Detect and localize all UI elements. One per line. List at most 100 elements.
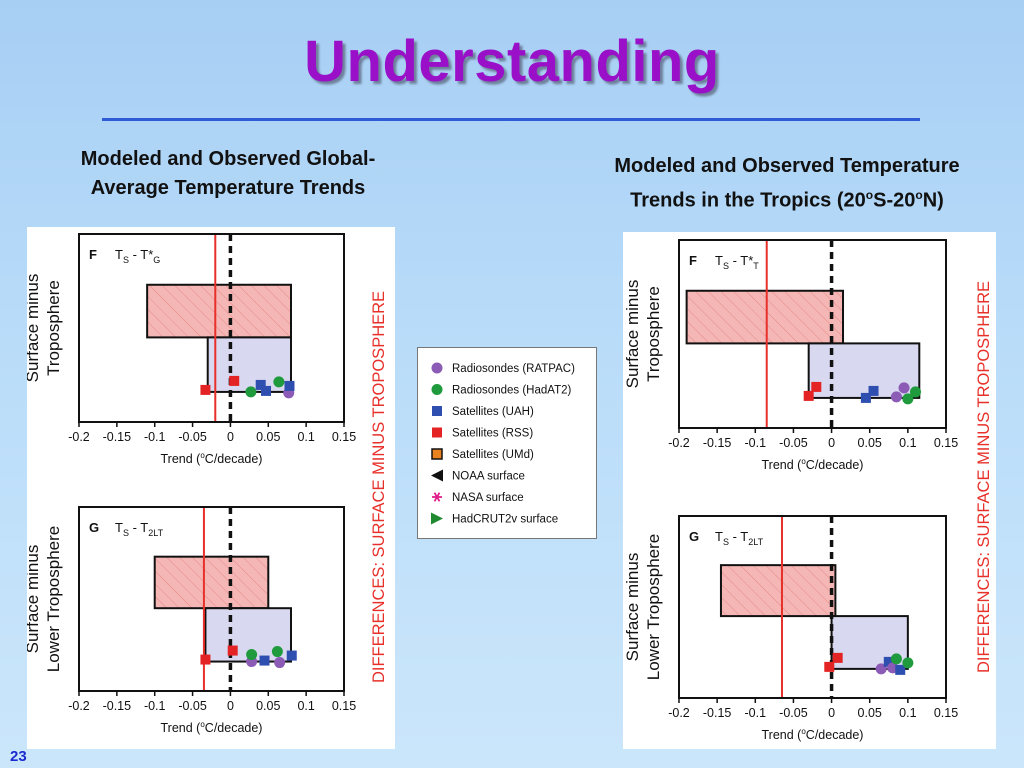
global-f-point-uah bbox=[261, 385, 272, 396]
global-g-point-rss bbox=[227, 645, 238, 656]
global-g-x-axis-label-sup: o bbox=[200, 720, 205, 729]
subtitle-global-line1: Modeled and Observed Global- bbox=[80, 148, 376, 170]
global-g-y-axis-label-line1: Surface minus bbox=[27, 545, 42, 654]
global-g-panel-title-sub2: 2LT bbox=[148, 528, 163, 538]
tropics-g-panel: -0.2 -0.15 -0.1 -0.05 0 0.05 0.1 0.15 Trend (oC/… bbox=[623, 515, 958, 742]
global-f-x-tick-label: -0.05 bbox=[178, 430, 207, 444]
global-f-panel-title-mid: - T* bbox=[129, 247, 153, 262]
tropics-f-x-tick-label: 0.1 bbox=[899, 436, 916, 450]
global-g-plot-frame bbox=[78, 506, 345, 692]
tropics-g-panel-title-mid: - T bbox=[729, 529, 748, 544]
global-f-x-tick-label: -0.2 bbox=[68, 430, 90, 444]
global-f-point-uah bbox=[255, 379, 266, 390]
global-f-x-tick-label: 0 bbox=[227, 430, 234, 444]
legend-item-2-marker bbox=[432, 406, 442, 416]
tropics-side-label: DIFFERENCES: SURFACE MINUS TROPOSPHERE bbox=[975, 281, 993, 673]
subtitle-tropics-text-c: N) bbox=[922, 189, 944, 212]
tropics-g-point-uah bbox=[895, 664, 906, 675]
tropics-f-panel-title: TS - T*T bbox=[715, 253, 759, 271]
legend-item-0-marker bbox=[431, 362, 443, 374]
tropics-g-plot-frame bbox=[678, 515, 947, 699]
tropics-f-panel-title-mid: - T* bbox=[729, 253, 753, 268]
tropics-f-panel-title-sub2: T bbox=[753, 261, 759, 271]
global-side-label-group: DIFFERENCES: SURFACE MINUS TROPOSPHERE bbox=[370, 291, 388, 683]
legend-item-2-label: Satellites (UAH) bbox=[452, 406, 534, 418]
tropics-f-x-tick-label: -0.05 bbox=[779, 436, 808, 450]
tropics-f-model-range-box bbox=[685, 289, 845, 345]
tropics-g-model-range-box bbox=[719, 564, 837, 618]
global-f-panel-letter: F bbox=[89, 247, 97, 262]
global-f-panel: -0.2 -0.15 -0.1 -0.05 0 0.05 0.1 0.15 Trend (oC/… bbox=[23, 233, 356, 466]
global-g-panel-title: TS - T2LT bbox=[115, 520, 164, 538]
tropics-g-x-tick-label: 0.1 bbox=[899, 706, 916, 720]
global-g-point-uah bbox=[286, 650, 297, 661]
tropics-f-x-axis-label-b: C/decade) bbox=[806, 458, 864, 472]
tropics-f-y-axis-label-line1: Surface minus bbox=[623, 280, 642, 389]
global-f-point-rss bbox=[200, 384, 211, 395]
global-g-x-tick-label: -0.1 bbox=[144, 699, 166, 713]
global-g-point-ratpac bbox=[274, 657, 286, 669]
global-f-panel-title-main: T bbox=[115, 247, 123, 262]
legend-item-4-label: Satellites (UMd) bbox=[452, 449, 534, 461]
tropics-g-panel-letter: G bbox=[689, 529, 699, 544]
legend-item-3-marker bbox=[432, 427, 442, 438]
legend-item-7: HadCRUT2v surface bbox=[431, 512, 558, 526]
tropics-g-y-axis-label-line1: Surface minus bbox=[623, 553, 642, 662]
subtitle-global: Modeled and Observed Global- Average Tem… bbox=[18, 145, 438, 203]
tropics-f-point-ratpac bbox=[890, 391, 902, 403]
global-g-point-hadat2 bbox=[271, 646, 283, 658]
tropics-g-x-axis-label-a: Trend ( bbox=[762, 728, 803, 742]
tropics-f-x-tick-label: 0.05 bbox=[858, 436, 882, 450]
global-g-point-hadat2 bbox=[246, 649, 258, 661]
global-g-x-tick-label: 0.1 bbox=[297, 699, 314, 713]
global-g-y-axis-label-line2: Lower Troposphere bbox=[44, 526, 63, 672]
global-f-x-tick-label: 0.1 bbox=[297, 430, 314, 444]
tropics-f-point-rss bbox=[811, 381, 822, 392]
global-f-model-range-box bbox=[146, 283, 293, 339]
global-f-y-axis-label: Surface minus Troposphere bbox=[23, 274, 63, 383]
tropics-g-x-axis-label-sup: o bbox=[801, 727, 806, 736]
global-g-x-tick-label: 0.15 bbox=[332, 699, 356, 713]
legend-item-6-marker bbox=[433, 492, 441, 502]
legend-item-7-label: HadCRUT2v surface bbox=[452, 514, 558, 526]
tropics-g-x-tick-label: 0.15 bbox=[934, 706, 958, 720]
legend: Radiosondes (RATPAC) Radiosondes (HadAT2)… bbox=[417, 347, 597, 539]
global-g-x-axis-label-b: C/decade) bbox=[205, 721, 263, 735]
tropics-f-point-uah bbox=[860, 392, 871, 403]
tropics-f-x-tick-label: 0 bbox=[828, 436, 835, 450]
tropics-g-panel-title-sub1: S bbox=[723, 537, 729, 547]
tropics-g-x-axis-label-b: C/decade) bbox=[806, 728, 864, 742]
legend-item-6-label: NASA surface bbox=[452, 492, 524, 504]
global-f-x-tick-label: -0.15 bbox=[103, 430, 132, 444]
tropics-f-x-tick-label: -0.1 bbox=[745, 436, 767, 450]
degree-symbol-1: o bbox=[865, 188, 874, 202]
tropics-g-point-hadat2 bbox=[902, 657, 914, 669]
tropics-f-panel-title-main: T bbox=[715, 253, 723, 268]
degree-symbol-2: o bbox=[915, 188, 923, 202]
global-trends-figure: -0.2 -0.15 -0.1 -0.05 0 0.05 0.1 0.15 Trend (oC/… bbox=[23, 227, 395, 749]
global-g-point-rss bbox=[200, 654, 211, 665]
legend-item-4: Satellites (UMd) bbox=[431, 448, 534, 461]
legend-item-0-label: Radiosondes (RATPAC) bbox=[452, 363, 575, 375]
tropics-g-x-tick-label: -0.05 bbox=[779, 706, 808, 720]
legend-item-0: Radiosondes (RATPAC) bbox=[431, 362, 575, 375]
global-g-y-axis-label: Surface minus Lower Troposphere bbox=[23, 526, 63, 672]
global-f-point-hadat2 bbox=[245, 386, 257, 398]
tropics-f-panel: -0.2 -0.15 -0.1 -0.05 0 0.05 0.1 0.15 Trend (oC/… bbox=[623, 239, 958, 472]
global-g-x-axis-label-a: Trend ( bbox=[161, 721, 202, 735]
global-g-point-uah bbox=[259, 655, 270, 666]
global-f-panel-title-sub2: G bbox=[153, 255, 160, 265]
legend-item-7-marker bbox=[431, 512, 443, 525]
tropics-f-x-tick-label: -0.15 bbox=[703, 436, 732, 450]
legend-item-3-label: Satellites (RSS) bbox=[452, 428, 533, 440]
tropics-trends-figure: -0.2 -0.15 -0.1 -0.05 0 0.05 0.1 0.15 Trend (oC/… bbox=[623, 232, 996, 749]
legend-item-5-label: NOAA surface bbox=[452, 471, 525, 483]
tropics-f-x-axis-label-a: Trend ( bbox=[762, 458, 803, 472]
global-g-panel-title-mid: - T bbox=[129, 520, 148, 535]
tropics-f-panel-letter: F bbox=[689, 253, 697, 268]
global-g-x-axis-label: Trend (oC/decade) bbox=[161, 720, 263, 735]
tropics-g-x-tick-label: -0.1 bbox=[745, 706, 767, 720]
legend-item-2: Satellites (UAH) bbox=[432, 406, 534, 418]
